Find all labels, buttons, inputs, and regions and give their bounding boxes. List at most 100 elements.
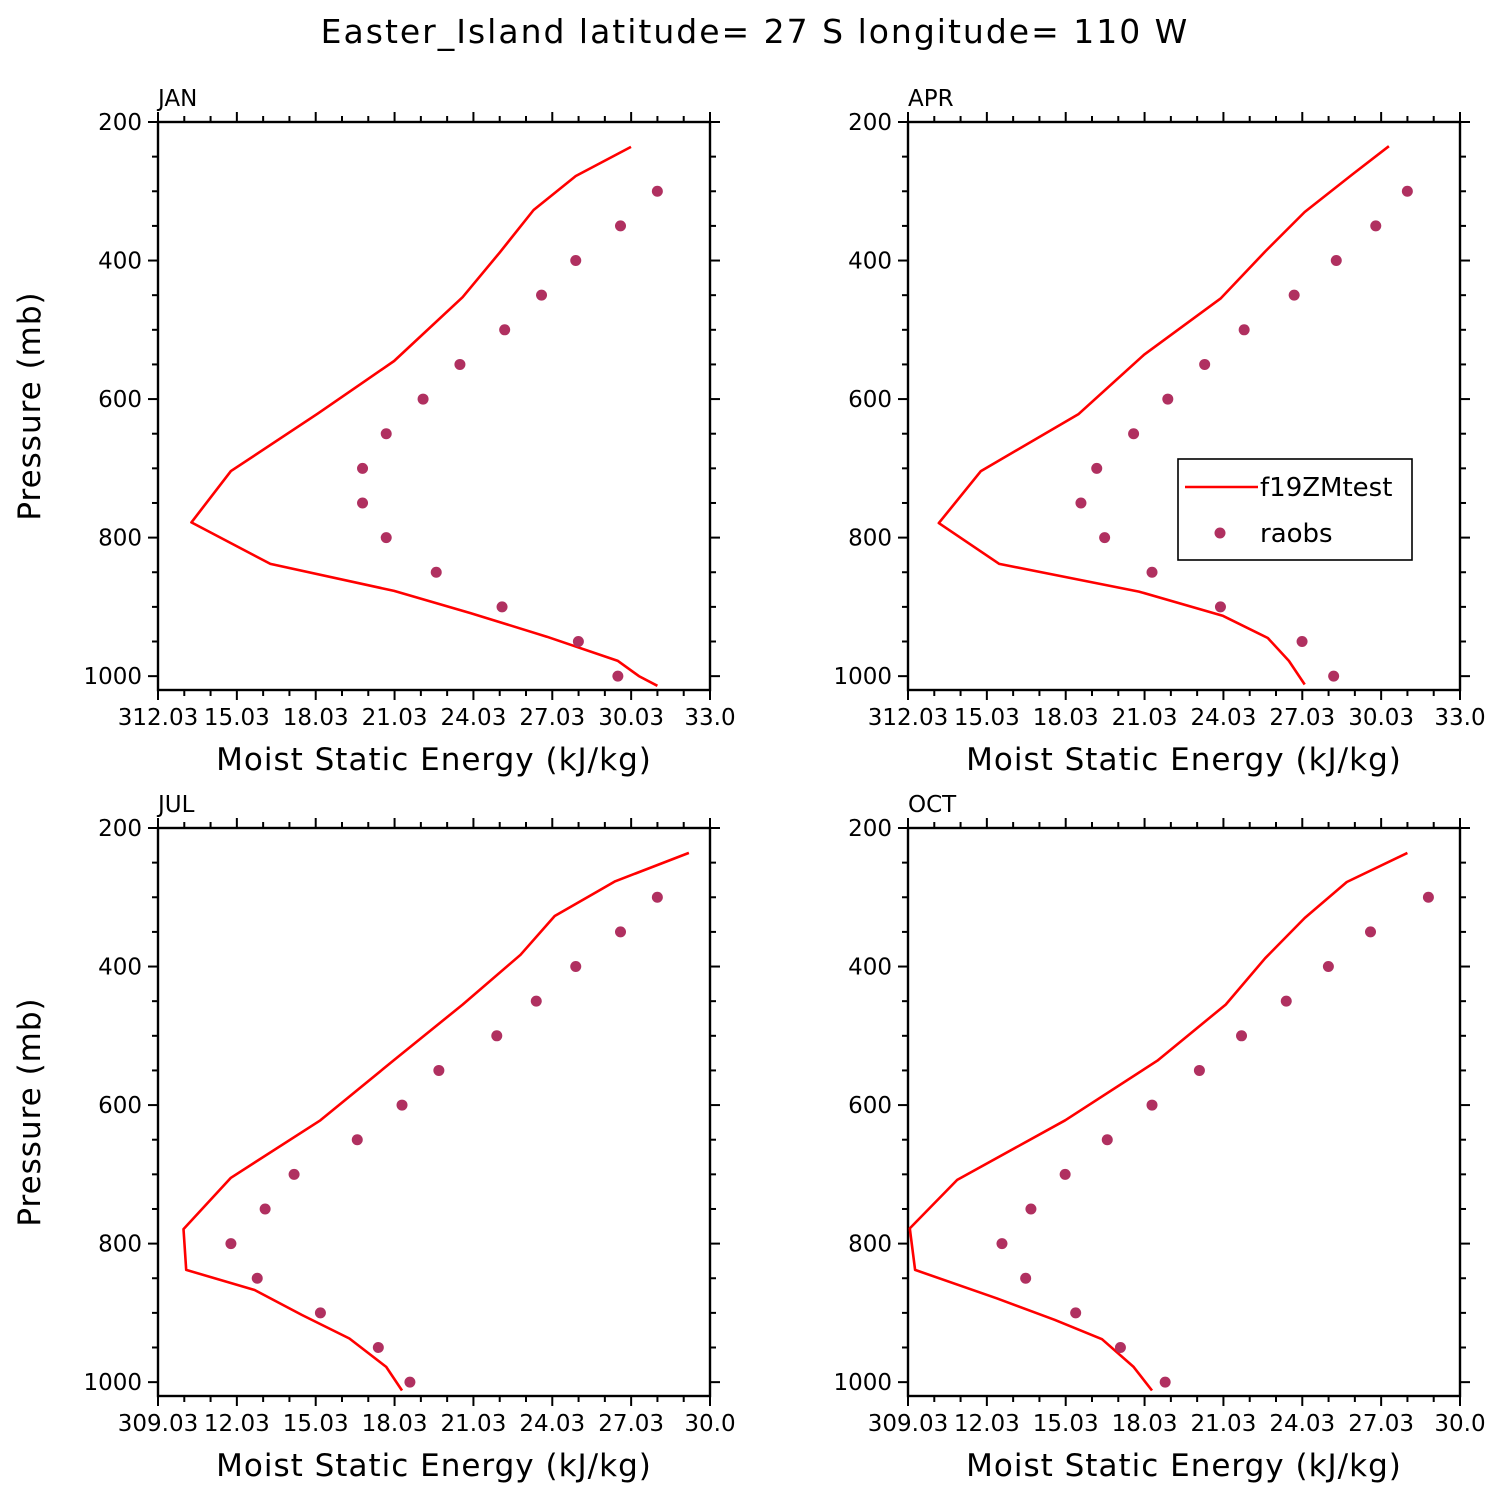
- x-tick-label: 15.03: [204, 705, 270, 731]
- x-tick-label: 309.03: [118, 1411, 198, 1437]
- series-point-raobs: [572, 636, 584, 648]
- series-point-raobs: [1070, 1307, 1082, 1319]
- x-tick-label: 21.03: [1190, 1411, 1256, 1437]
- series-point-raobs: [1288, 289, 1300, 301]
- x-tick-label: 12.03: [204, 1411, 270, 1437]
- series-point-raobs: [1238, 324, 1250, 336]
- series-point-raobs: [1091, 462, 1103, 474]
- series-point-raobs: [380, 532, 392, 544]
- legend-label-obs: raobs: [1260, 519, 1333, 549]
- x-tick-label: 27.03: [1269, 705, 1335, 731]
- series-point-raobs: [259, 1203, 271, 1215]
- panel-label: OCT: [908, 792, 957, 818]
- series-point-raobs: [1162, 393, 1174, 405]
- legend-marker-swatch: [1214, 527, 1226, 539]
- x-tick-label: 21.03: [440, 1411, 506, 1437]
- series-point-raobs: [530, 995, 542, 1007]
- series-line-f19zmtest: [182, 851, 690, 1392]
- x-tick-label: 27.03: [598, 1411, 664, 1437]
- y-tick-label: 200: [98, 110, 142, 136]
- x-tick-label: 27.03: [519, 705, 585, 731]
- x-tick-label: 18.03: [283, 705, 349, 731]
- y-tick-label: 400: [98, 955, 142, 981]
- x-tick-label: 24.03: [440, 705, 506, 731]
- y-tick-label: 200: [848, 816, 892, 842]
- series-point-raobs: [570, 255, 582, 267]
- y-axis-title: Pressure (mb): [12, 291, 48, 520]
- x-tick-label: 309.03: [868, 1411, 948, 1437]
- series-point-raobs: [1146, 1099, 1158, 1111]
- x-axis-title: Moist Static Energy (kJ/kg): [216, 1448, 652, 1484]
- plot-frame: [906, 120, 1462, 692]
- series-point-raobs: [1365, 926, 1377, 938]
- x-tick-label: 312.03: [868, 705, 948, 731]
- series-point-raobs: [1020, 1272, 1032, 1284]
- series-point-raobs: [1296, 636, 1308, 648]
- y-tick-label: 600: [98, 1093, 142, 1119]
- legend-box: [1177, 458, 1413, 561]
- x-tick-label: 33.0: [684, 705, 735, 731]
- series-point-raobs: [1422, 891, 1434, 903]
- series-point-raobs: [1322, 961, 1334, 973]
- series-point-raobs: [615, 926, 627, 938]
- series-point-raobs: [1099, 532, 1111, 544]
- y-tick-label: 200: [848, 110, 892, 136]
- series-point-raobs: [288, 1168, 300, 1180]
- x-tick-label: 18.03: [1033, 705, 1099, 731]
- x-tick-label: 15.03: [954, 705, 1020, 731]
- y-tick-label: 800: [848, 526, 892, 552]
- legend: f19ZMtest raobs: [1177, 458, 1413, 561]
- series-point-raobs: [1236, 1030, 1248, 1042]
- x-tick-label: 30.0: [1434, 1411, 1485, 1437]
- series-line-f19zmtest: [937, 145, 1390, 686]
- series-point-raobs: [417, 393, 429, 405]
- x-tick-label: 24.03: [1190, 705, 1256, 731]
- series-line-f19zmtest: [908, 851, 1408, 1392]
- series-point-raobs: [1330, 255, 1342, 267]
- y-tick-label: 1000: [833, 664, 892, 690]
- panel-label: JUL: [156, 792, 195, 818]
- y-tick-label: 400: [848, 249, 892, 275]
- x-axis-title: Moist Static Energy (kJ/kg): [966, 1448, 1402, 1484]
- panel-label: JAN: [156, 86, 197, 112]
- series-point-raobs: [433, 1064, 445, 1076]
- series-point-raobs: [314, 1307, 326, 1319]
- series-point-raobs: [404, 1376, 416, 1388]
- y-tick-label: 800: [848, 1232, 892, 1258]
- series-point-raobs: [1101, 1134, 1113, 1146]
- x-tick-label: 30.03: [598, 705, 664, 731]
- series-point-raobs: [225, 1238, 237, 1250]
- y-tick-label: 400: [98, 249, 142, 275]
- x-tick-label: 21.03: [1112, 705, 1178, 731]
- plot-frame: [156, 120, 712, 692]
- series-point-raobs: [430, 566, 442, 578]
- x-axis-title: Moist Static Energy (kJ/kg): [216, 742, 652, 778]
- series-point-raobs: [351, 1134, 363, 1146]
- panel-label: APR: [908, 86, 954, 112]
- x-tick-label: 24.03: [1269, 1411, 1335, 1437]
- y-tick-label: 800: [98, 1232, 142, 1258]
- series-point-raobs: [1199, 358, 1211, 370]
- x-tick-label: 21.03: [362, 705, 428, 731]
- series-point-raobs: [1214, 601, 1226, 613]
- series-point-raobs: [1159, 1376, 1171, 1388]
- panel-jan: 312.03 15.03 18.03 21.03 24.03 27.03 30.03 33.0…: [12, 86, 736, 778]
- y-tick-label: 1000: [83, 1370, 142, 1396]
- series-point-raobs: [372, 1342, 384, 1354]
- y-tick-label: 400: [848, 955, 892, 981]
- x-tick-label: 33.0: [1434, 705, 1485, 731]
- series-point-raobs: [1146, 566, 1158, 578]
- series-point-raobs: [651, 891, 663, 903]
- x-tick-label: 30.0: [684, 1411, 735, 1437]
- x-tick-label: 15.03: [1033, 1411, 1099, 1437]
- series-point-raobs: [996, 1238, 1008, 1250]
- y-tick-label: 600: [848, 387, 892, 413]
- plot-frame: [906, 826, 1462, 1398]
- series-point-raobs: [1328, 670, 1340, 682]
- x-tick-label: 30.03: [1348, 705, 1414, 731]
- series-point-raobs: [396, 1099, 408, 1111]
- x-tick-label: 24.03: [519, 1411, 585, 1437]
- series-point-raobs: [1370, 220, 1382, 232]
- series-point-raobs: [536, 289, 548, 301]
